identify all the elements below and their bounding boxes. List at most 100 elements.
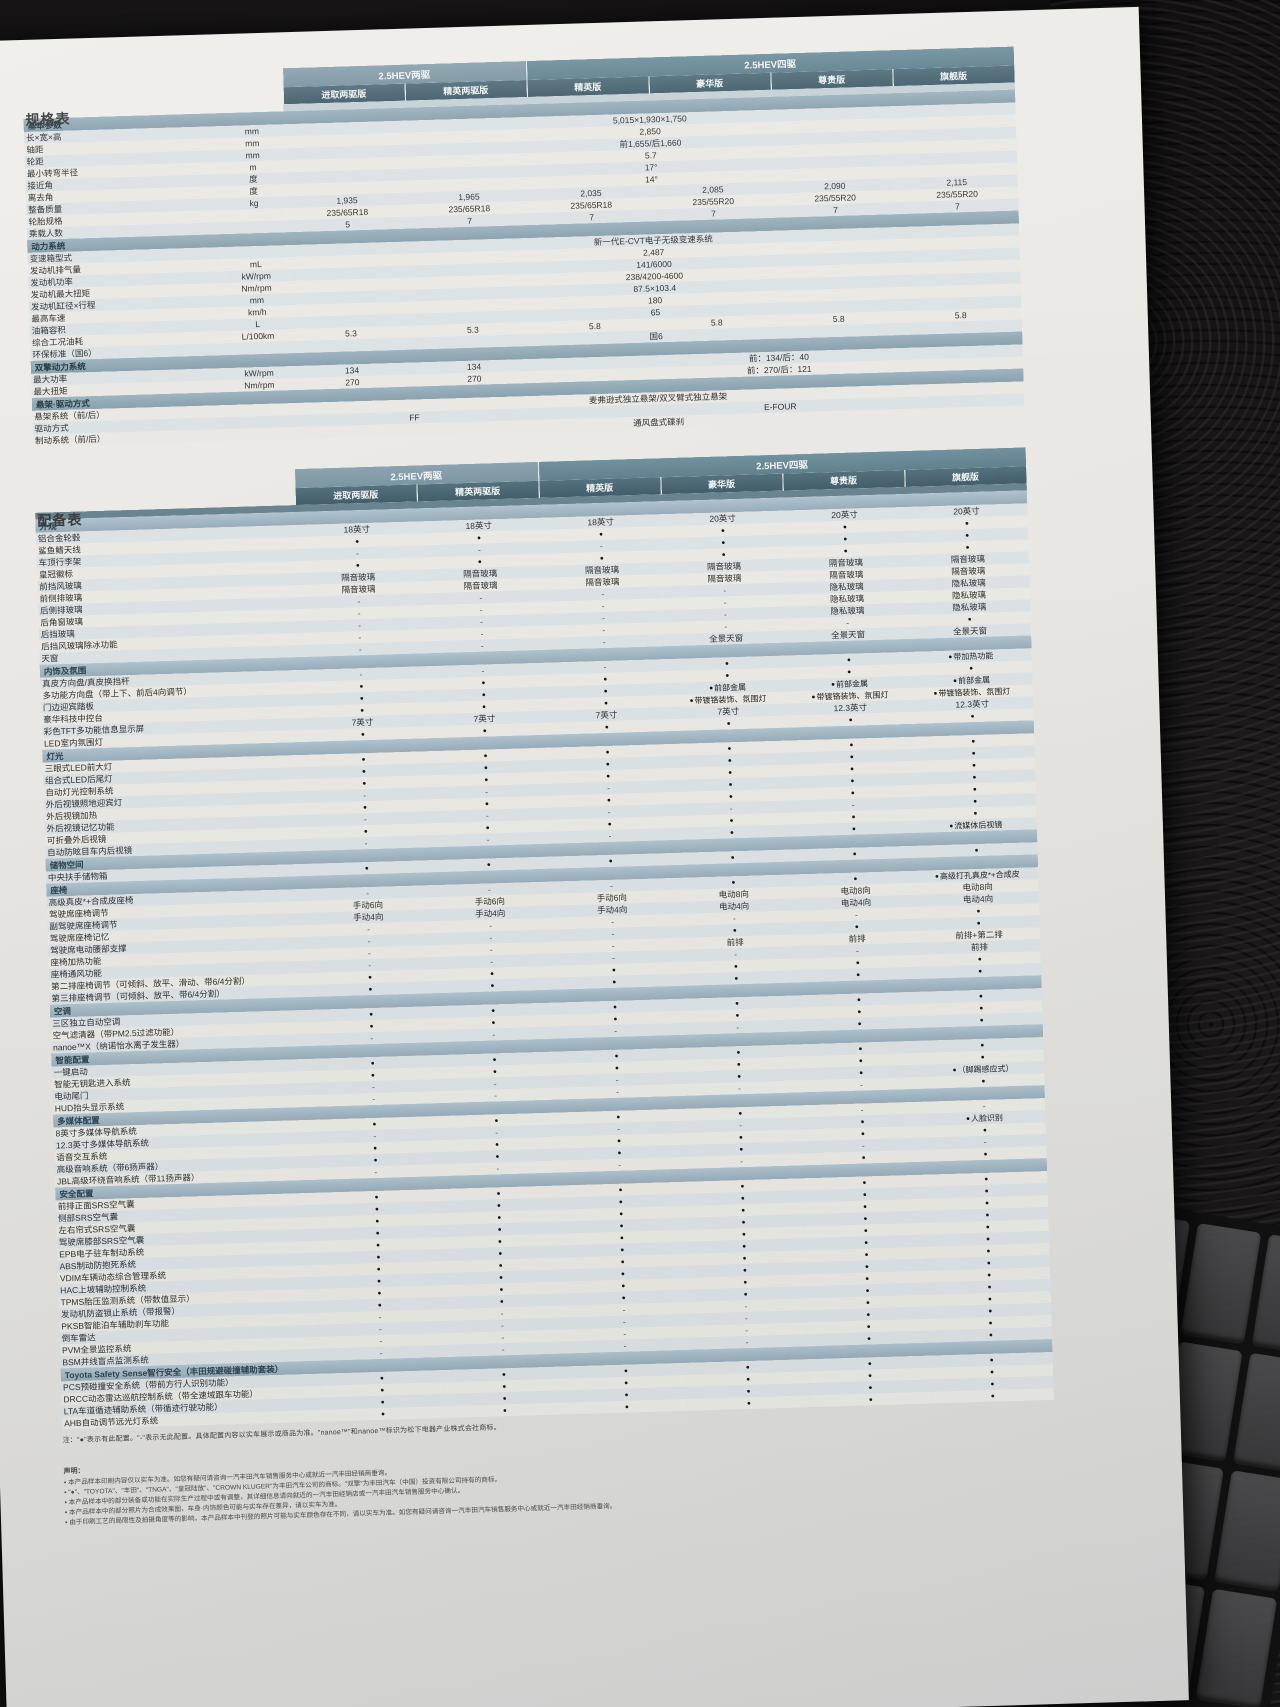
dot-icon: ● (502, 1383, 507, 1391)
dot-icon: ● (375, 1241, 381, 1250)
disclaimer-block: 声明： ▪ 本产品样本印刷内容仅以实车为准。如您有疑问请咨询一汽丰田汽车销售服务… (63, 1445, 824, 1528)
dot-icon: ● (728, 769, 733, 777)
dot-icon: ● (498, 1262, 503, 1270)
dot-icon: ● (623, 1367, 628, 1375)
dot-icon: ● (843, 547, 848, 555)
dot-icon: ● (618, 1186, 623, 1194)
dot-icon: ● (605, 760, 610, 768)
dot-icon: ● (721, 551, 726, 559)
dot-icon: ● (482, 727, 487, 735)
dot-icon: ● (373, 1144, 378, 1153)
dot-icon: ● (978, 967, 983, 976)
dot-icon: ● (969, 665, 974, 673)
dot-icon: ● (605, 748, 610, 756)
dot-icon: ● (370, 1059, 375, 1068)
dot-icon: ● (847, 668, 852, 676)
dot-icon: ● (738, 1134, 744, 1142)
dot-icon: ● (979, 1004, 984, 1013)
dot-icon: ● (483, 764, 488, 772)
dot-icon: ● (376, 1253, 381, 1262)
dot-icon: ● (988, 1331, 994, 1339)
dot-icon: ● (486, 861, 491, 869)
dot-icon: ● (731, 879, 736, 887)
dot-icon: ● (981, 1077, 986, 1085)
dot-icon: ● (502, 1395, 507, 1403)
dot-icon: ● (617, 1149, 622, 1157)
dot-icon: ● (363, 828, 368, 836)
dot-icon: ● (979, 1016, 984, 1025)
dot-icon: ● (485, 824, 490, 832)
value-note: 带加热功能 (953, 650, 994, 662)
dot-icon: ● (858, 1057, 863, 1065)
dot-icon: ● (853, 875, 858, 883)
dot-icon: ● (497, 1238, 503, 1246)
dot-icon: ● (606, 796, 611, 804)
dot-icon: ● (741, 1207, 746, 1215)
dot-icon: ● (972, 785, 977, 794)
dot-icon: ● (865, 1287, 870, 1295)
dot-icon: ● (360, 707, 365, 715)
dot-icon: ● (727, 745, 732, 753)
dot-icon: ● (864, 1251, 869, 1259)
dot-icon: ● (620, 1246, 625, 1254)
row-unit (228, 427, 294, 442)
keyboard-key (1214, 1470, 1280, 1591)
dot-icon: ● (849, 741, 854, 749)
dot-icon: ● (864, 1239, 869, 1247)
dot-icon: ● (868, 1372, 873, 1380)
dot-icon: ● (477, 534, 482, 542)
dot-icon: ● (624, 1391, 629, 1399)
dot-icon: ● (737, 1073, 742, 1081)
dot-icon: ● (499, 1286, 504, 1294)
dot-icon: ● (491, 1019, 496, 1027)
dot-icon: ● (729, 829, 735, 837)
dot-icon: ● (379, 1374, 385, 1382)
dot-icon: ● (370, 1071, 376, 1080)
dot-icon: ● (868, 1384, 873, 1392)
dot-icon: ● (990, 1380, 995, 1388)
dot-icon: ● (734, 1000, 740, 1008)
dot-icon: ● (495, 1153, 500, 1161)
dot-icon: ● (482, 703, 487, 711)
dot-icon: ● (359, 695, 364, 703)
dot-icon: ● (857, 1008, 862, 1016)
dot-icon: ● (741, 1219, 746, 1227)
dot-icon: ● (368, 974, 373, 982)
dot-icon: ● (745, 1363, 750, 1372)
dot-icon: ● (972, 773, 977, 782)
value-note: （脚踢感应式） (957, 1063, 1014, 1075)
dot-icon: ● (860, 1130, 866, 1138)
dot-icon: ● (851, 813, 856, 821)
dot-icon: ● (613, 1015, 618, 1023)
dot-icon: ● (860, 1118, 865, 1126)
dot-icon: ● (984, 1175, 989, 1183)
dot-icon: ● (984, 1199, 990, 1207)
dot-icon: ● (477, 558, 482, 566)
dot-icon: ● (973, 809, 978, 818)
dot-icon: ● (604, 723, 609, 731)
dot-icon: ● (965, 544, 970, 552)
dot-icon: ● (863, 1203, 868, 1211)
dot-icon: ● (846, 656, 851, 664)
dot-icon: ● (721, 539, 726, 547)
dot-icon: ● (490, 982, 495, 990)
dot-icon: ● (865, 1299, 871, 1307)
dot-icon: ● (985, 1211, 990, 1219)
dot-icon: ● (603, 675, 608, 684)
dot-icon: ● (856, 996, 862, 1004)
dot-icon: ● (496, 1190, 501, 1198)
dot-icon: ● (987, 1271, 992, 1279)
value-note: 前部金属 (713, 682, 747, 693)
dot-icon: ● (492, 1068, 497, 1076)
value-note: 前部金属 (957, 675, 991, 685)
dot-icon: ● (380, 1410, 386, 1418)
dot-icon: ● (491, 1007, 496, 1015)
dot-icon: ● (964, 520, 969, 528)
dot-icon: ● (369, 1010, 374, 1019)
row-value: ● (321, 1406, 445, 1422)
dot-icon: ● (375, 1229, 380, 1238)
dot-icon: ● (743, 1279, 748, 1287)
equip-table-title: 配备表 (37, 511, 83, 529)
dot-icon: ● (740, 1183, 745, 1191)
